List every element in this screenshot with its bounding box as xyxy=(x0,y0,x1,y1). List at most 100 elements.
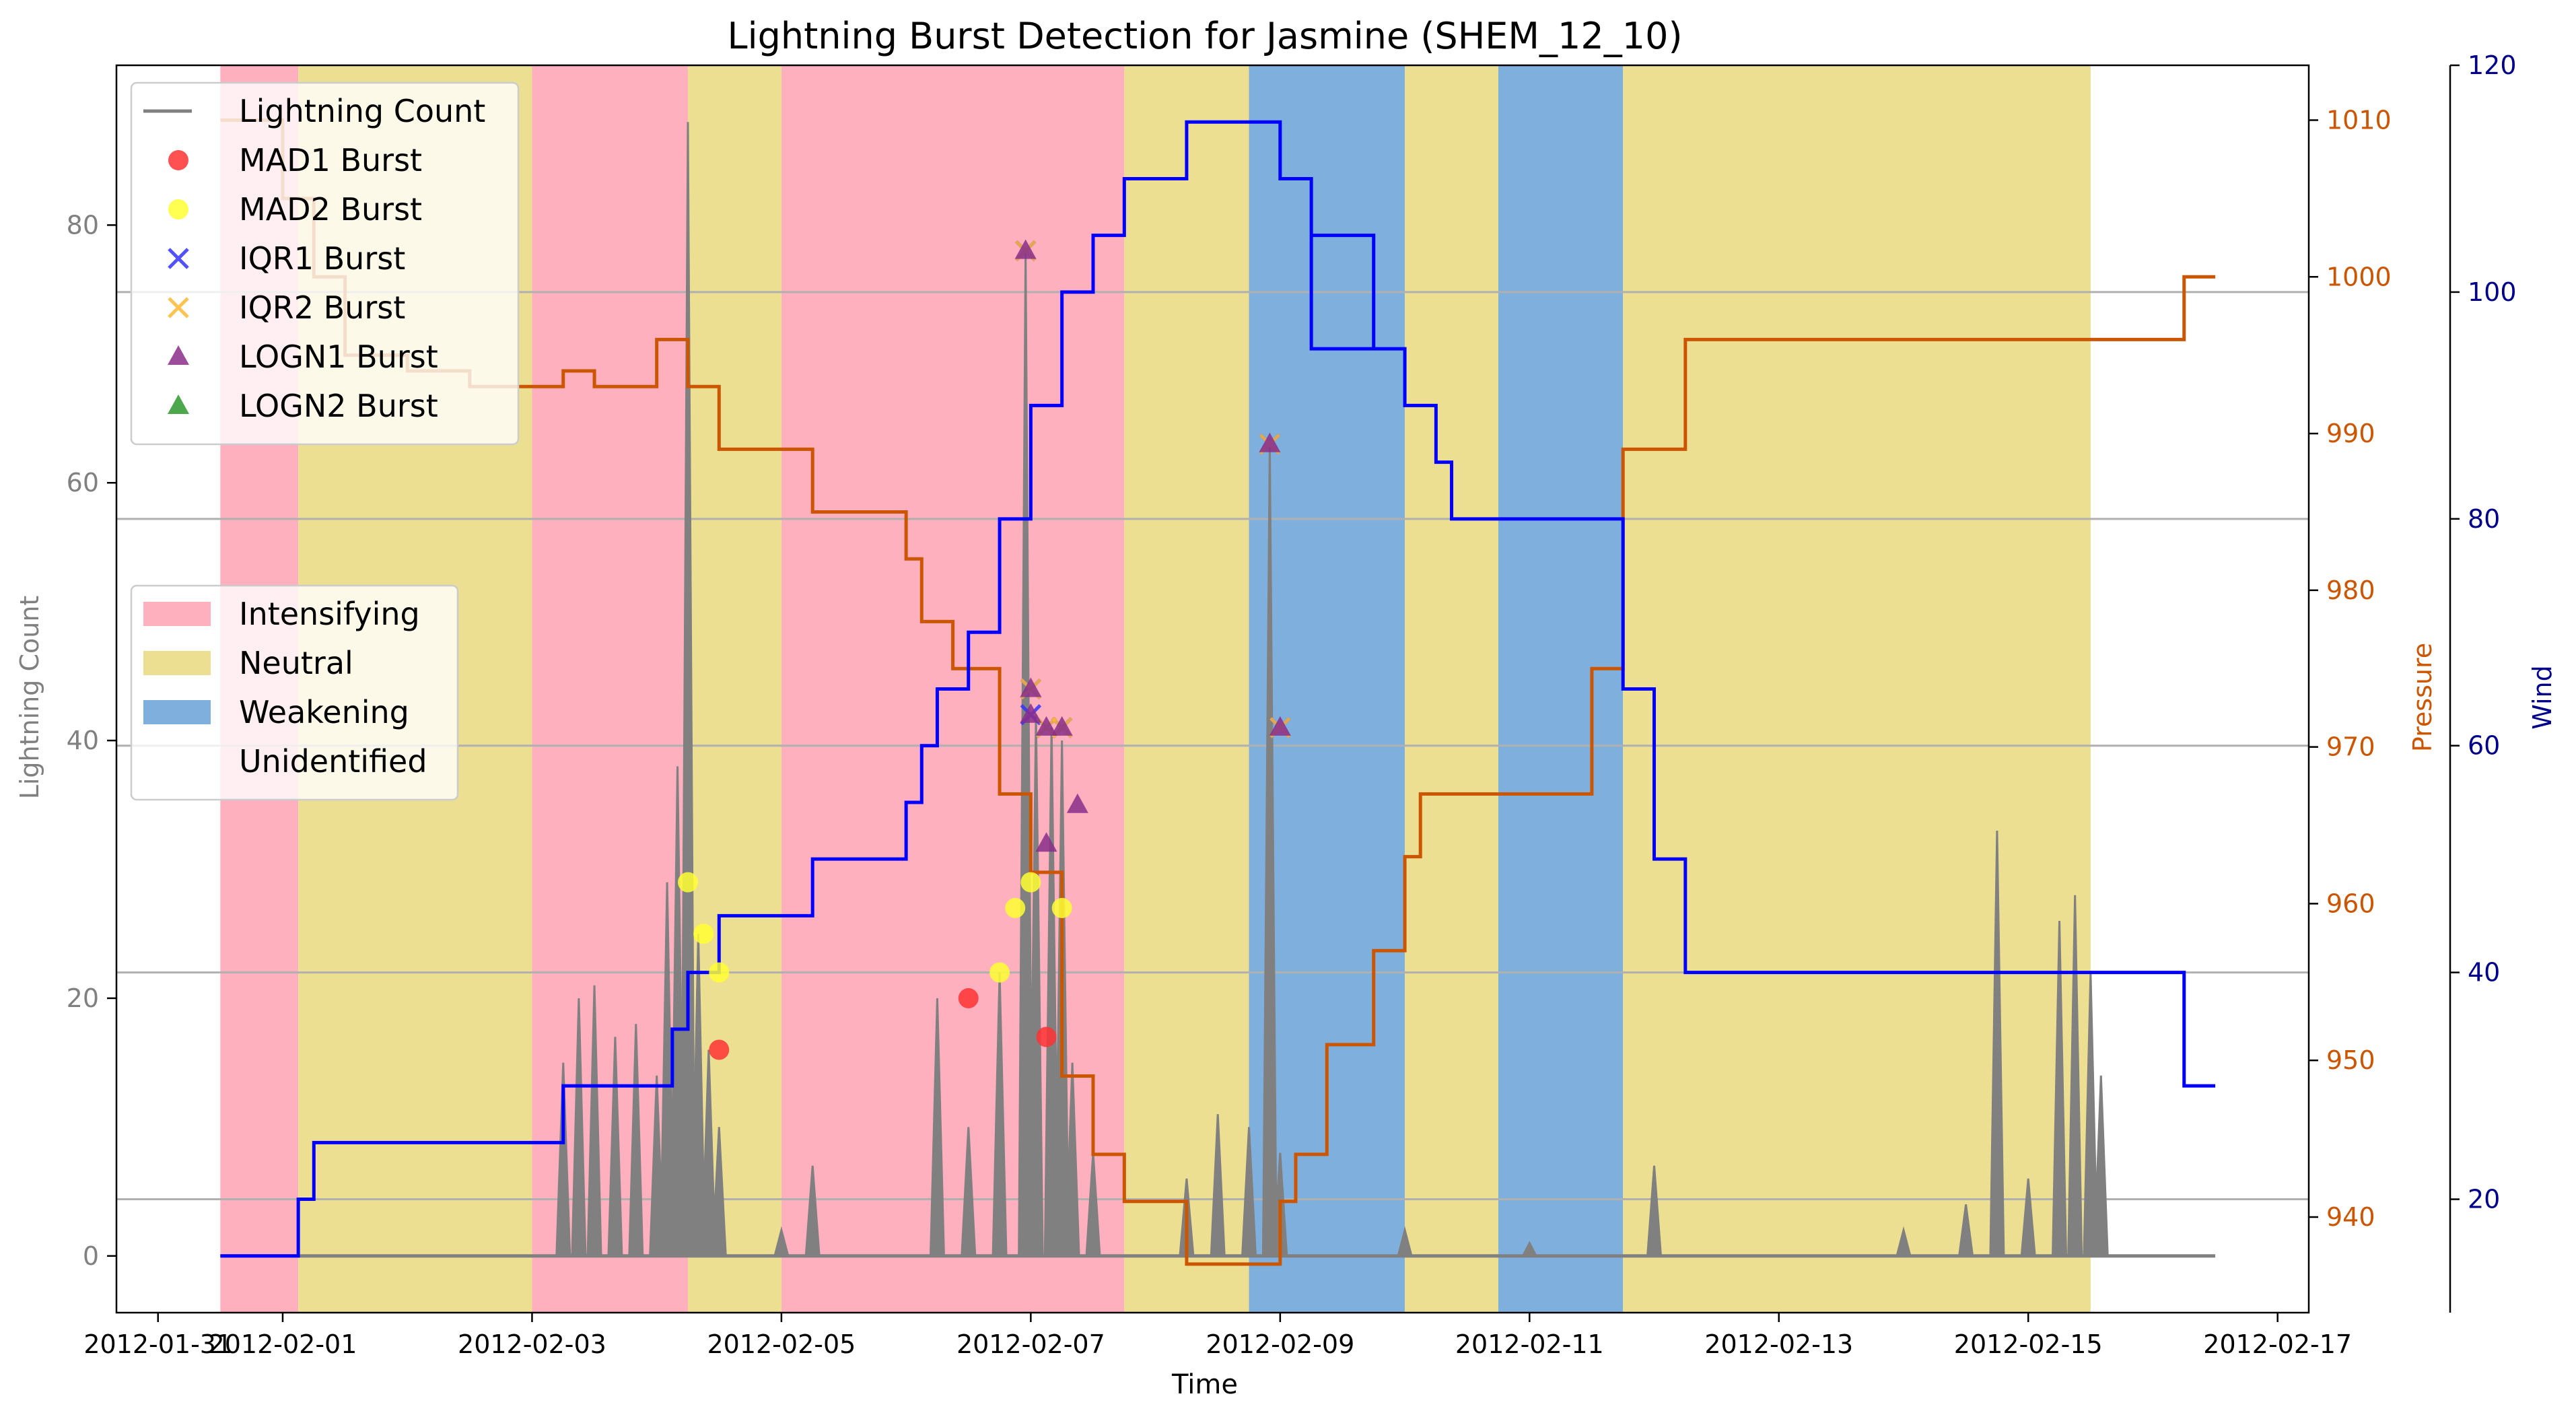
legend-label: Lightning Count xyxy=(239,93,485,129)
lightning-spike xyxy=(2052,921,2068,1257)
legend-label: IQR1 Burst xyxy=(239,240,405,277)
lightning-spike xyxy=(804,1165,821,1257)
y-tick-label-pressure: 1010 xyxy=(2326,105,2392,135)
y-tick-label-wind: 100 xyxy=(2468,277,2517,307)
legend-swatch xyxy=(168,297,189,318)
lightning-spike xyxy=(670,766,686,1257)
logn1-burst-marker xyxy=(1066,793,1088,813)
legend-swatch xyxy=(168,199,188,219)
lightning-spike xyxy=(2093,1075,2109,1257)
legend-swatch xyxy=(168,394,189,414)
logn1-burst-marker xyxy=(1051,716,1073,736)
axes xyxy=(115,64,2451,1314)
lightning-spike xyxy=(1064,1062,1080,1257)
logn1-burst-marker xyxy=(1020,677,1042,697)
y-tick-label-left: 0 xyxy=(83,1241,99,1271)
logn1-burst-marker xyxy=(1035,716,1057,736)
lightning-spike xyxy=(1895,1226,1912,1257)
phase-band-neutral xyxy=(687,65,781,1313)
lightning-spike xyxy=(2083,972,2099,1257)
mad2-burst-marker xyxy=(989,962,1010,983)
lightning-spike xyxy=(1085,1152,1101,1257)
legend-phases: Intensifying Neutral Weakening Unidentified xyxy=(130,584,459,801)
y-tick-label-pressure: 980 xyxy=(2326,576,2375,605)
y-tick-label-wind: 120 xyxy=(2468,50,2517,80)
lightning-spike xyxy=(773,1226,790,1257)
x-axis-label: Time xyxy=(1171,1369,1238,1400)
mad2-burst-marker xyxy=(1020,872,1041,893)
x-tick-label: 2012-02-05 xyxy=(707,1329,856,1359)
lightning-spike xyxy=(586,985,602,1257)
lightning-spike xyxy=(690,934,706,1257)
lightning-spike xyxy=(1646,1165,1663,1257)
y-tick-label-left: 40 xyxy=(67,726,99,755)
lightning-spike xyxy=(929,998,945,1257)
legend-label: MAD1 Burst xyxy=(239,142,422,178)
logn1-burst-marker xyxy=(1035,832,1057,852)
legend-swatch xyxy=(143,651,211,675)
y-tick-label-left: 20 xyxy=(67,983,99,1013)
legend-label: Intensifying xyxy=(239,596,420,632)
phase-band-neutral xyxy=(1124,65,1249,1313)
legend-label: LOGN2 Burst xyxy=(239,388,438,424)
y-tick-label-pressure: 960 xyxy=(2326,889,2375,918)
lightning-spike xyxy=(1028,714,1044,1257)
legend-box xyxy=(130,584,459,801)
lightning-spike xyxy=(1018,250,1034,1257)
y-axis-label-pressure: Pressure xyxy=(2408,643,2437,752)
lightning-spike xyxy=(555,1062,571,1257)
logn1-burst-marker xyxy=(1259,432,1281,452)
burst-markers xyxy=(677,239,1291,1060)
x-tick-label: 2012-02-07 xyxy=(956,1329,1105,1359)
mad2-burst-marker xyxy=(709,962,730,983)
lightning-spike xyxy=(571,998,587,1257)
phase-band-neutral xyxy=(1405,65,1498,1313)
y-tick-label-left: 60 xyxy=(67,468,99,497)
y-tick-label-pressure: 1000 xyxy=(2326,262,2392,291)
lightning-spike xyxy=(961,1127,977,1257)
legend-swatch xyxy=(143,602,211,626)
legend-label: LOGN1 Burst xyxy=(239,339,438,375)
legend-label: IQR2 Burst xyxy=(239,289,405,326)
legend-label: Weakening xyxy=(239,694,409,730)
lightning-spike xyxy=(2067,895,2083,1257)
lightning-spike xyxy=(1261,444,1278,1257)
x-tick-label: 2012-01-31 xyxy=(83,1329,232,1359)
mad1-burst-marker xyxy=(1036,1027,1057,1047)
legend-label: MAD2 Burst xyxy=(239,191,422,228)
mad2-burst-marker xyxy=(1005,897,1026,918)
lightning-spike xyxy=(628,1024,644,1257)
chart-title: Lightning Burst Detection for Jasmine (S… xyxy=(727,15,1682,57)
y-tick-label-wind: 20 xyxy=(2468,1185,2500,1214)
mad2-burst-marker xyxy=(677,872,698,893)
logn1-burst-marker xyxy=(1014,239,1037,259)
y-axis-label-left: Lightning Count xyxy=(15,596,44,800)
x-tick-label: 2012-02-17 xyxy=(2203,1329,2352,1359)
legend-bursts: Lightning Count MAD1 Burst MAD2 Burst IQR1 … xyxy=(130,81,520,446)
x-tick-label: 2012-02-03 xyxy=(458,1329,606,1359)
x-tick-label: 2012-02-01 xyxy=(209,1329,357,1359)
lightning-series xyxy=(220,122,2216,1258)
lightning-spike xyxy=(1989,831,2005,1257)
x-tick-label: 2012-02-13 xyxy=(1704,1329,1853,1359)
y-tick-label-wind: 60 xyxy=(2468,731,2500,761)
lightning-spike xyxy=(1521,1241,1538,1257)
y-tick-label-pressure: 970 xyxy=(2326,732,2375,762)
mad2-burst-marker xyxy=(693,924,714,944)
logn1-burst-marker xyxy=(1020,703,1042,723)
mad1-burst-marker xyxy=(709,1039,730,1060)
x-tick-label: 2012-02-09 xyxy=(1206,1329,1354,1359)
x-tick-label: 2012-02-15 xyxy=(1954,1329,2103,1359)
lightning-spike xyxy=(1210,1114,1226,1257)
lightning-spike xyxy=(659,882,675,1257)
phase-band-neutral xyxy=(1623,65,2091,1313)
y-tick-label-left: 80 xyxy=(67,210,99,240)
lightning-spike xyxy=(649,1075,665,1257)
legend-swatch xyxy=(168,345,189,365)
legend-swatch xyxy=(143,700,211,724)
lightning-spike xyxy=(607,1037,623,1257)
legend-swatch xyxy=(168,248,189,269)
y-axis-label-wind: Wind xyxy=(2528,665,2557,730)
